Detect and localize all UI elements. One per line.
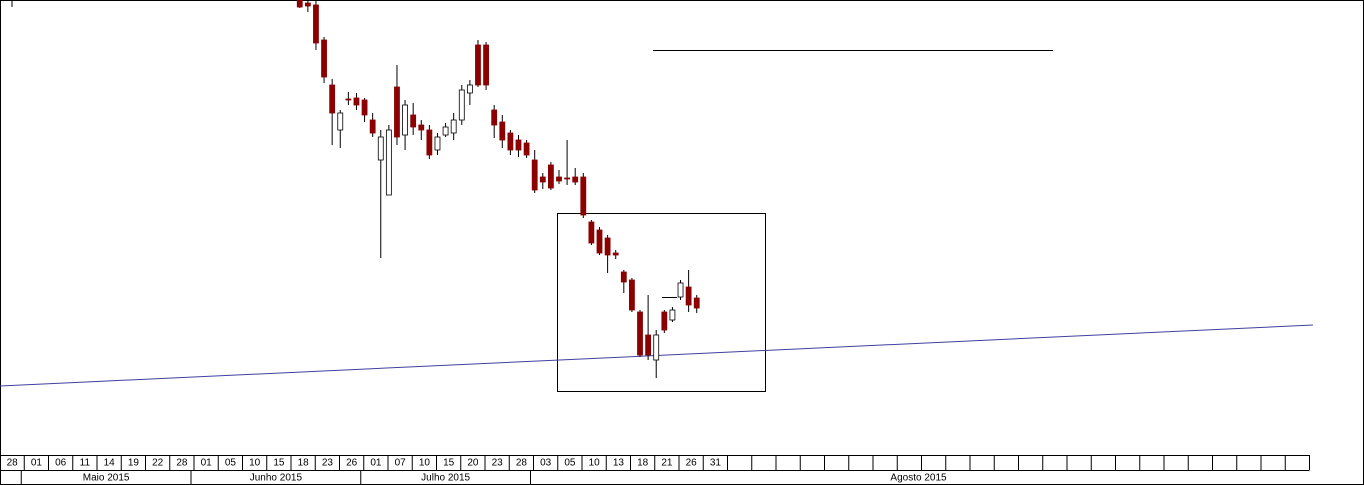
x-tick-label: 10 (249, 458, 261, 469)
candle-body (394, 86, 400, 138)
month-label: Agosto 2015 (890, 473, 947, 484)
x-tick-label: 01 (201, 458, 213, 469)
candle-body (685, 286, 692, 306)
x-tick-label: 06 (55, 458, 67, 469)
month-label: Junho 2015 (250, 473, 303, 484)
x-tick-label: 03 (540, 458, 552, 469)
candle-body (410, 114, 417, 128)
candle-body (507, 132, 514, 151)
x-tick-label: 31 (710, 458, 722, 469)
candle-body (304, 2, 311, 7)
candle-body (475, 44, 481, 86)
x-tick-label: 05 (225, 458, 237, 469)
candle-body (345, 98, 352, 101)
candle-body (539, 176, 546, 183)
candle-body (353, 97, 360, 106)
candle-body (418, 124, 425, 131)
candle-body (588, 221, 595, 244)
candle-body (515, 139, 522, 151)
x-tick-label: 23 (322, 458, 334, 469)
candle-body (572, 176, 579, 183)
candle-body (556, 176, 562, 182)
x-tick-label: 07 (395, 458, 407, 469)
x-tick-label: 10 (589, 458, 601, 469)
candle-body (321, 39, 327, 78)
candle-body (377, 136, 384, 161)
candle-body (337, 112, 344, 131)
x-tick-label: 20 (467, 458, 479, 469)
candle-body (693, 297, 700, 309)
month-label: Julho 2015 (421, 473, 470, 484)
candle-body (531, 159, 538, 191)
candle-body (385, 129, 392, 196)
candle-body (645, 334, 652, 356)
x-tick-label: 28 (7, 458, 19, 469)
x-tick-label: 21 (661, 458, 673, 469)
x-tick-label: 28 (176, 458, 188, 469)
candle-body (669, 309, 676, 321)
date-axis: 28 01 06 11 14 19 22 28 01 05 10 15 18 23 26 01 07 10 15 20… (0, 455, 1310, 485)
x-tick-label: 22 (152, 458, 164, 469)
candle-body (523, 142, 530, 156)
x-tick-label: 01 (370, 458, 382, 469)
candle-body (653, 334, 660, 361)
candle-body (329, 84, 336, 114)
candles (296, 0, 700, 378)
x-tick-label: 13 (613, 458, 625, 469)
candle-body (369, 119, 376, 134)
candle-body (677, 282, 684, 298)
x-tick-label: 18 (637, 458, 649, 469)
candle-body (361, 99, 368, 116)
candle-body (637, 311, 643, 356)
candle-body (313, 4, 319, 44)
candle-body (661, 311, 668, 331)
candle-body (499, 121, 506, 141)
month-label: Maio 2015 (83, 473, 130, 484)
candle-body (466, 84, 473, 94)
candle-body (612, 252, 619, 256)
x-tick-label: 10 (419, 458, 431, 469)
candle-body (450, 119, 457, 134)
x-tick-label: 18 (298, 458, 310, 469)
x-tick-label: 19 (128, 458, 140, 469)
x-tick-label: 15 (273, 458, 285, 469)
candle-body (604, 237, 611, 256)
candle-body (491, 109, 498, 126)
x-tick-label: 26 (346, 458, 358, 469)
x-tick-label: 28 (516, 458, 528, 469)
x-tick-label: 11 (80, 458, 91, 469)
x-tick-label: 01 (31, 458, 43, 469)
candle-body (564, 177, 570, 180)
x-tick-label: 14 (104, 458, 116, 469)
candle-body (426, 129, 433, 156)
x-tick-label: 05 (564, 458, 576, 469)
candle-body (629, 279, 635, 311)
x-tick-label: 26 (686, 458, 698, 469)
candle-body (296, 0, 303, 8)
candle-body (483, 44, 489, 86)
candle-body (596, 229, 603, 254)
candle-body (458, 89, 465, 121)
candle-body (620, 271, 627, 283)
candle-body (580, 176, 587, 216)
drawn-box (557, 213, 766, 392)
candle-body (434, 136, 441, 151)
candle-body (442, 126, 449, 136)
candle-body (547, 164, 554, 189)
x-tick-label: 15 (443, 458, 455, 469)
candle-body (402, 104, 408, 136)
x-tick-label: 23 (492, 458, 504, 469)
